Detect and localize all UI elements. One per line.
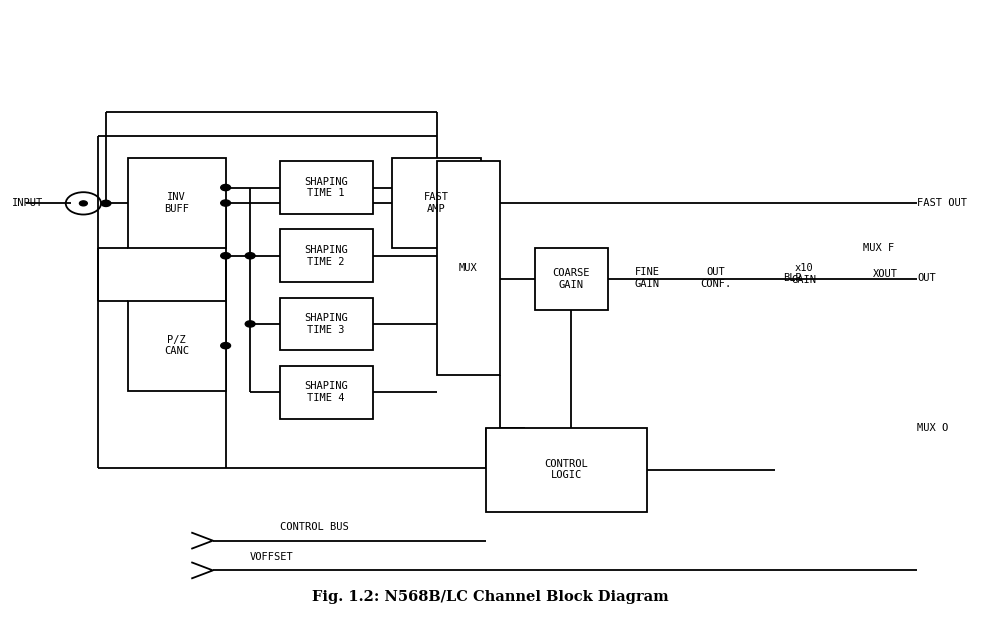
Circle shape [79, 201, 87, 206]
Bar [280, 298, 373, 350]
Bar [280, 229, 373, 282]
Text: FINE
GAIN: FINE GAIN [635, 267, 660, 288]
Text: FAST OUT: FAST OUT [917, 198, 967, 208]
Circle shape [221, 200, 231, 206]
Bar [280, 161, 373, 214]
Text: SHAPING
TIME 3: SHAPING TIME 3 [304, 313, 348, 335]
Bar [128, 301, 226, 391]
Text: MUX F: MUX F [863, 243, 895, 253]
Text: CONTROL BUS: CONTROL BUS [280, 522, 348, 532]
Bar [280, 366, 373, 418]
Text: VOFFSET: VOFFSET [250, 552, 294, 562]
Text: Fig. 1.2: N568B/LC Channel Block Diagram: Fig. 1.2: N568B/LC Channel Block Diagram [312, 590, 669, 604]
Text: INV
BUFF: INV BUFF [164, 192, 189, 214]
Bar [486, 428, 647, 511]
Text: OUT: OUT [917, 273, 936, 283]
Bar [392, 158, 481, 248]
Bar [535, 248, 608, 310]
Text: COARSE
GAIN: COARSE GAIN [552, 268, 591, 290]
Text: BLR: BLR [783, 273, 802, 283]
Text: x10
GAIN: x10 GAIN [792, 264, 817, 285]
Text: MUX: MUX [459, 263, 478, 273]
Text: CONTROL
LOGIC: CONTROL LOGIC [544, 459, 589, 481]
Text: P/Z
CANC: P/Z CANC [164, 335, 189, 356]
Text: INPUT: INPUT [12, 198, 43, 208]
Text: XOUT: XOUT [873, 269, 898, 279]
Bar [128, 158, 226, 248]
Text: OUT
CONF.: OUT CONF. [700, 267, 732, 288]
Text: SHAPING
TIME 2: SHAPING TIME 2 [304, 245, 348, 267]
Circle shape [221, 253, 231, 259]
Text: MUX O: MUX O [917, 423, 949, 433]
Text: SHAPING
TIME 4: SHAPING TIME 4 [304, 381, 348, 403]
Circle shape [245, 321, 255, 327]
Text: SHAPING
TIME 1: SHAPING TIME 1 [304, 177, 348, 198]
Circle shape [221, 185, 231, 191]
Circle shape [221, 342, 231, 348]
Circle shape [101, 200, 111, 206]
Text: FAST
AMP: FAST AMP [424, 192, 449, 214]
Circle shape [245, 253, 255, 259]
Bar [437, 161, 500, 375]
